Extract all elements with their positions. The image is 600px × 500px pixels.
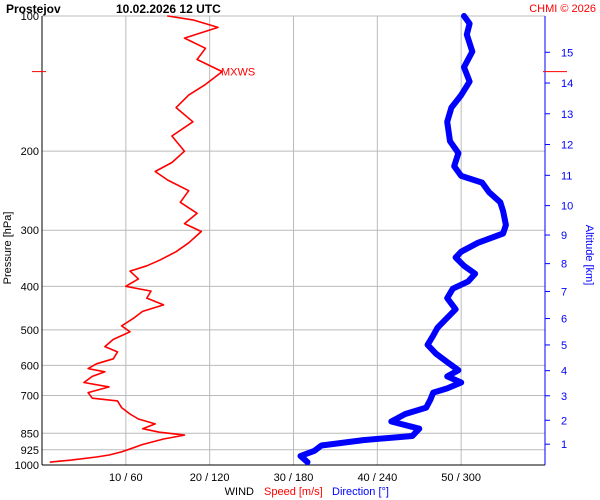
pressure-tick-850: 850 <box>21 428 39 440</box>
altitude-tick-15: 15 <box>561 47 573 59</box>
x-tick-2: 30 / 180 <box>274 472 314 484</box>
altitude-tick-5: 5 <box>561 340 567 352</box>
altitude-tick-4: 4 <box>561 366 567 378</box>
x-tick-0: 10 / 60 <box>109 472 143 484</box>
y-axis-label: Pressure [hPa] <box>2 212 14 285</box>
pressure-tick-500: 500 <box>21 325 39 337</box>
altitude-tick-14: 14 <box>561 78 573 90</box>
altitude-tick-2: 2 <box>561 415 567 427</box>
altitude-tick-6: 6 <box>561 314 567 326</box>
x-tick-4: 50 / 300 <box>441 472 481 484</box>
pressure-tick-100: 100 <box>21 11 39 23</box>
observation-datetime: 10.02.2026 12 UTC <box>116 2 221 16</box>
pressure-tick-1000: 1000 <box>15 460 39 472</box>
altitude-tick-3: 3 <box>561 391 567 403</box>
x-axis-label-prefix: WIND <box>225 486 254 498</box>
x-axis-label-direction: Direction [°] <box>332 486 389 498</box>
altitude-tick-11: 11 <box>561 170 572 182</box>
y2-axis-label: Altitude [km] <box>583 225 595 286</box>
pressure-tick-600: 600 <box>21 360 39 372</box>
altitude-tick-9: 9 <box>561 230 567 242</box>
altitude-tick-1: 1 <box>561 439 567 451</box>
credit-text: CHMI © 2026 <box>529 3 596 15</box>
annotations: MXWS <box>32 67 567 79</box>
altitude-tick-8: 8 <box>561 259 567 271</box>
altitude-tick-7: 7 <box>561 286 567 298</box>
speed-series-line <box>49 15 223 463</box>
pressure-tick-200: 200 <box>21 146 39 158</box>
series-lines <box>49 13 509 466</box>
altitude-tick-10: 10 <box>561 201 573 213</box>
pressure-tick-925: 925 <box>21 445 39 457</box>
x-tick-3: 40 / 240 <box>357 472 397 484</box>
altitude-tick-13: 13 <box>561 109 573 121</box>
station-name: Prostejov <box>6 2 61 16</box>
axes <box>41 16 550 466</box>
pressure-tick-700: 700 <box>21 390 39 402</box>
mxws-label: MXWS <box>221 67 255 79</box>
x-tick-1: 20 / 120 <box>190 472 230 484</box>
x-axis-label-speed: Speed [m/s] <box>264 486 323 498</box>
altitude-tick-12: 12 <box>561 140 573 152</box>
direction-series-line <box>297 13 509 466</box>
pressure-tick-300: 300 <box>21 225 39 237</box>
pressure-tick-400: 400 <box>21 281 39 293</box>
